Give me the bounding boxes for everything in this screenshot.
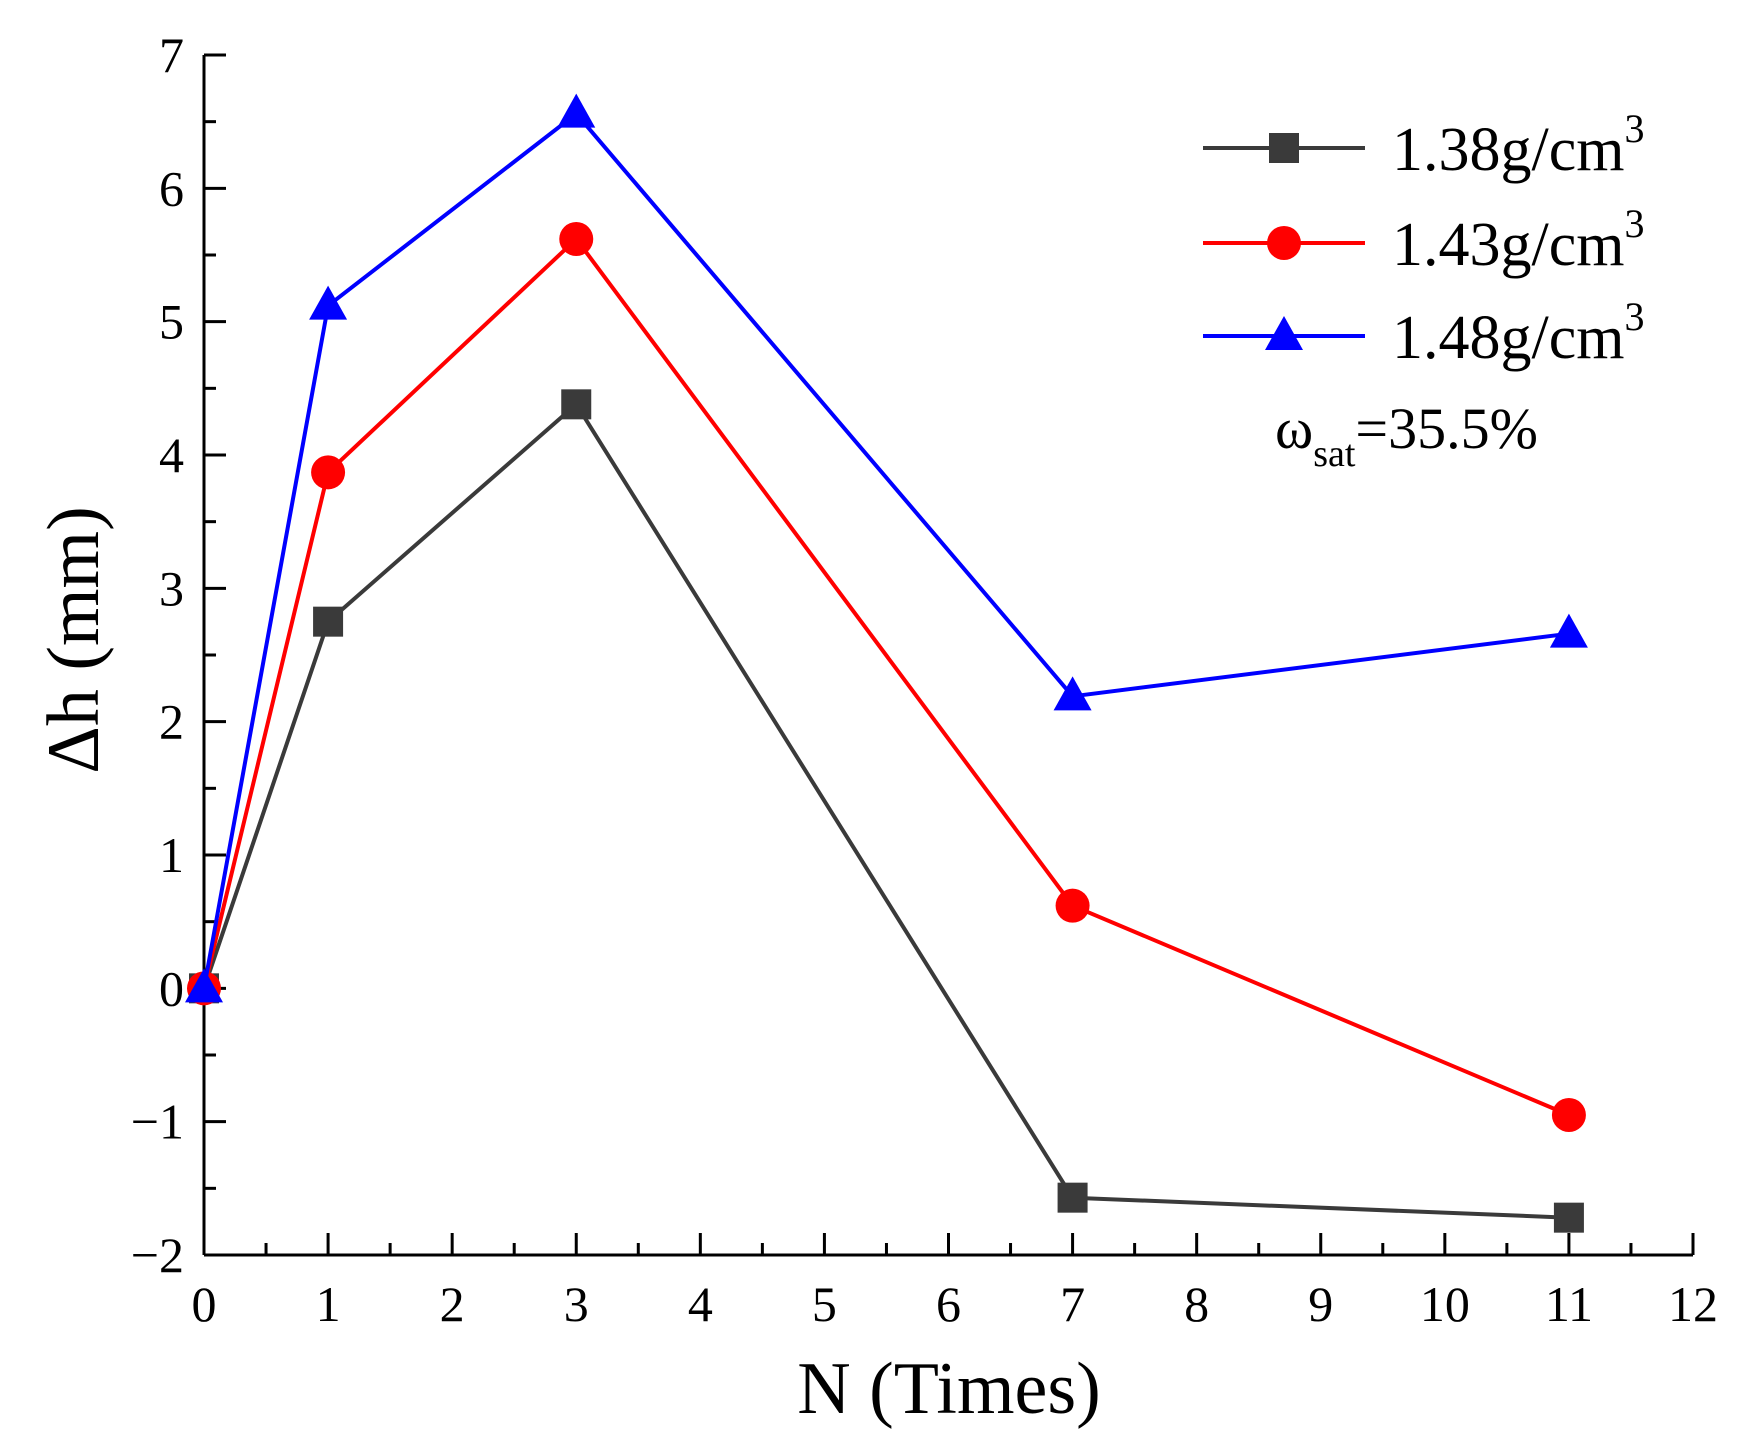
y-tick-label: 7	[159, 27, 184, 83]
y-tick-label: 2	[159, 694, 184, 750]
annotation-subscript: sat	[1313, 433, 1356, 475]
x-tick-label: 9	[1308, 1276, 1333, 1332]
legend-label: 1.38g/cm3	[1392, 106, 1644, 184]
y-tick-label: 1	[159, 827, 184, 883]
y-tick-label: −2	[131, 1227, 184, 1283]
x-tick-label: 11	[1545, 1276, 1593, 1332]
legend-marker	[1265, 316, 1303, 350]
legend-label: 1.48g/cm3	[1392, 294, 1644, 372]
y-tick-label: 0	[159, 960, 184, 1016]
data-point	[1057, 1182, 1088, 1213]
data-point	[1055, 888, 1090, 923]
y-axis-title: Δh (mm)	[33, 506, 115, 774]
series-line	[202, 237, 1570, 1117]
legend-item: 1.43g/cm3	[1203, 201, 1644, 279]
x-tick-label: 4	[688, 1276, 713, 1332]
data-point	[313, 606, 344, 637]
data-point	[1549, 613, 1588, 648]
annotation-symbol: ω	[1275, 396, 1313, 461]
data-point	[309, 285, 348, 320]
x-tick-label: 3	[564, 1276, 589, 1332]
saturation-annotation: ωsat=35.5%	[1275, 396, 1538, 475]
data-point	[1551, 1098, 1586, 1132]
series-square	[189, 389, 1584, 1233]
series-layer	[185, 93, 1588, 1233]
legend-marker	[1269, 133, 1299, 163]
data-point	[311, 455, 346, 490]
x-axis-title: N (Times)	[797, 1348, 1101, 1430]
x-tick-label: 2	[440, 1276, 465, 1332]
y-tick-label: 6	[159, 160, 184, 216]
y-tick-label: −1	[131, 1094, 184, 1150]
data-point	[1053, 676, 1092, 711]
data-point	[185, 968, 223, 1003]
legend-label-superscript: 3	[1624, 294, 1644, 339]
legend-label-superscript: 3	[1624, 106, 1644, 151]
data-point	[561, 389, 592, 420]
series-circle	[187, 222, 1586, 1132]
x-tick-label: 1	[316, 1276, 341, 1332]
legend-label-base: 1.48g/cm	[1392, 304, 1624, 372]
legend-label-superscript: 3	[1624, 201, 1644, 246]
y-tick-label: 5	[159, 294, 184, 350]
data-point	[557, 93, 596, 128]
y-tick-label: 3	[159, 560, 184, 616]
x-tick-label: 10	[1420, 1276, 1470, 1332]
annotation-value: =35.5%	[1355, 396, 1538, 461]
x-tick-label: 5	[812, 1276, 837, 1332]
series-line	[202, 402, 1569, 1220]
y-tick-label: 4	[159, 427, 184, 483]
legend-label-base: 1.38g/cm	[1392, 116, 1624, 184]
x-tick-label: 6	[936, 1276, 961, 1332]
legend-marker	[1267, 226, 1301, 260]
legend-label-base: 1.43g/cm	[1392, 211, 1624, 279]
data-point	[559, 222, 594, 256]
legend-label: 1.43g/cm3	[1392, 201, 1644, 279]
x-tick-label: 0	[192, 1276, 217, 1332]
series-triangle	[185, 93, 1588, 1003]
legend-item: 1.38g/cm3	[1203, 106, 1644, 184]
legend-item: 1.48g/cm3	[1203, 294, 1644, 372]
x-tick-label: 7	[1060, 1276, 1085, 1332]
x-tick-label: 8	[1184, 1276, 1209, 1332]
x-tick-label: 12	[1668, 1276, 1718, 1332]
data-point	[1553, 1202, 1584, 1233]
